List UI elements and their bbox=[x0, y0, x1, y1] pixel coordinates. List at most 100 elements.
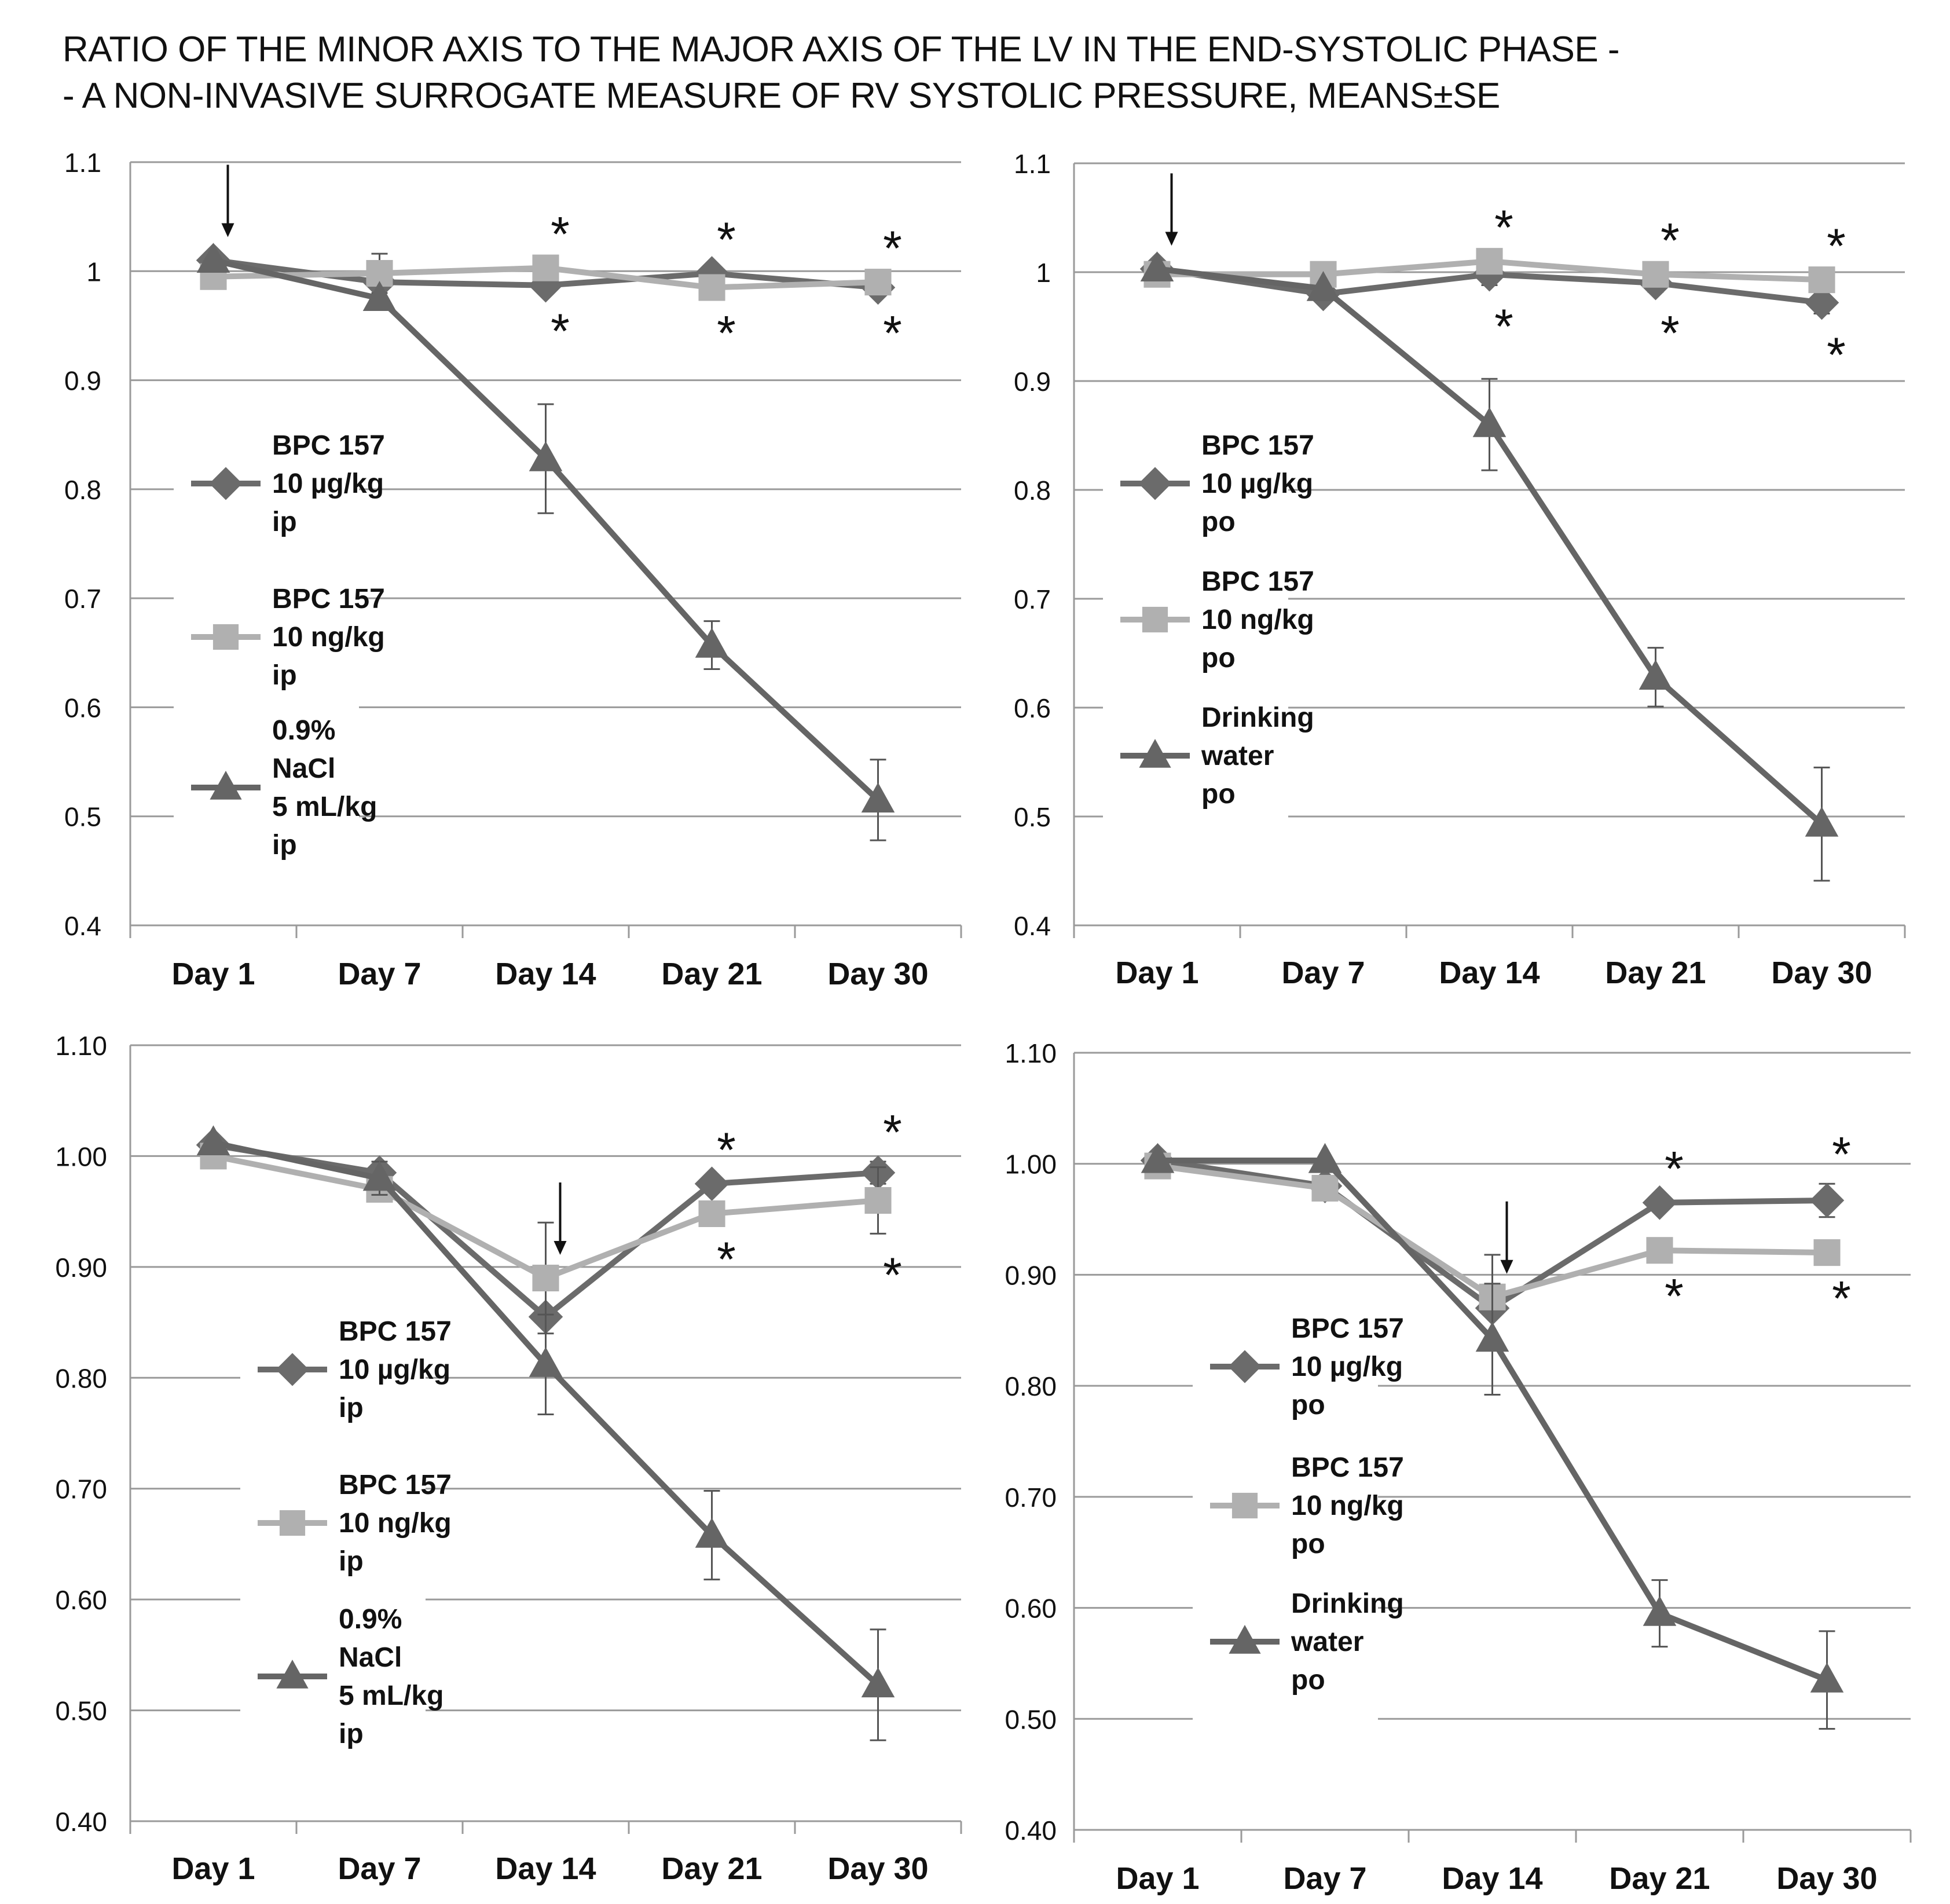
chart-title-line-2: - A NON-INVASIVE SURROGATE MEASURE OF RV… bbox=[63, 76, 1500, 116]
legend-marker bbox=[279, 1510, 306, 1536]
significance-star: * bbox=[1494, 200, 1513, 255]
significance-star: * bbox=[883, 306, 902, 360]
y-tick-label: 0.5 bbox=[64, 802, 101, 832]
data-point bbox=[362, 1160, 397, 1191]
chart-title: RATIO OF THE MINOR AXIS TO THE MAJOR AXI… bbox=[63, 27, 1915, 119]
series-triangle bbox=[196, 243, 895, 841]
y-tick-label: 1 bbox=[86, 257, 101, 287]
y-tick-label: 1.00 bbox=[55, 1141, 107, 1171]
y-tick-label: 0.8 bbox=[1014, 475, 1051, 506]
significance-star: * bbox=[1832, 1271, 1851, 1326]
data-point bbox=[864, 269, 892, 296]
y-tick-label: 0.60 bbox=[55, 1585, 107, 1615]
data-point bbox=[1308, 1143, 1342, 1173]
legend-label: 10 µg/kg bbox=[339, 1354, 450, 1385]
x-tick-label: Day 30 bbox=[1776, 1861, 1877, 1896]
significance-star: * bbox=[1832, 1127, 1851, 1181]
legend-marker bbox=[276, 1660, 309, 1689]
legend-marker bbox=[210, 771, 242, 800]
data-point bbox=[695, 1517, 729, 1548]
legend-backdrop bbox=[240, 1320, 426, 1452]
y-tick-label: 0.70 bbox=[1005, 1482, 1057, 1513]
legend-label: 5 mL/kg bbox=[339, 1680, 443, 1711]
data-point bbox=[1642, 261, 1669, 288]
legend-backdrop bbox=[1193, 1592, 1378, 1724]
data-point bbox=[196, 243, 230, 273]
x-tick-label: Day 30 bbox=[827, 1851, 928, 1886]
legend-label: NaCl bbox=[339, 1642, 402, 1673]
legend-label: BPC 157 bbox=[272, 584, 385, 614]
data-point bbox=[1475, 1321, 1509, 1352]
x-tick-label: Day 7 bbox=[338, 1851, 421, 1886]
data-point bbox=[1140, 251, 1174, 281]
x-tick-label: Day 7 bbox=[1281, 955, 1365, 990]
legend-label: po bbox=[1291, 1529, 1325, 1559]
data-point bbox=[1809, 1183, 1845, 1218]
legend-label: 10 µg/kg bbox=[1201, 468, 1313, 499]
data-point bbox=[196, 1125, 230, 1156]
x-tick-label: Day 14 bbox=[495, 1851, 596, 1886]
data-point bbox=[861, 1667, 895, 1698]
legend-label: water bbox=[1201, 741, 1274, 771]
y-tick-label: 1.10 bbox=[1005, 1038, 1057, 1068]
legend-label: BPC 157 bbox=[272, 430, 385, 461]
significance-star: * bbox=[1661, 306, 1680, 360]
y-tick-label: 1.1 bbox=[64, 148, 101, 178]
significance-star: * bbox=[1827, 327, 1846, 382]
x-tick-label: Day 30 bbox=[1771, 955, 1872, 990]
y-tick-label: 0.40 bbox=[1005, 1815, 1057, 1846]
series-light bbox=[200, 252, 892, 301]
x-tick-label: Day 14 bbox=[1442, 1861, 1542, 1896]
data-point bbox=[694, 1166, 730, 1202]
chart-panel-top-left: 0.4 0.5 0.6 0.7 0.8 0.9 1 1.1 Day 1 Day 7 Day 14 Da… bbox=[64, 148, 962, 991]
y-tick-label: 0.5 bbox=[1014, 802, 1051, 832]
y-tick-label: 0.50 bbox=[55, 1696, 107, 1726]
data-point bbox=[861, 782, 895, 813]
y-tick-label: 0.7 bbox=[64, 584, 101, 614]
data-point bbox=[1639, 660, 1673, 690]
y-tick-label: 0.9 bbox=[1014, 367, 1051, 397]
legend-label: po bbox=[1291, 1665, 1325, 1696]
chart-panel-bottom-right: 0.40 0.50 0.60 0.70 0.80 0.90 1.00 1.10 Day 1 Day… bbox=[1005, 1038, 1912, 1896]
y-tick-label: 0.90 bbox=[1005, 1260, 1057, 1290]
data-point bbox=[698, 274, 725, 301]
significance-star: * bbox=[883, 221, 902, 276]
series-triangle bbox=[1141, 1143, 1844, 1730]
legend-backdrop bbox=[1193, 1317, 1378, 1449]
legend-label: BPC 157 bbox=[1201, 566, 1314, 597]
x-tick-label: Day 1 bbox=[1115, 955, 1198, 990]
y-tick-label: 1.10 bbox=[55, 1031, 107, 1061]
legend-label: BPC 157 bbox=[1291, 1452, 1404, 1483]
y-tick-label: 1.00 bbox=[1005, 1149, 1057, 1180]
legend-label: BPC 157 bbox=[339, 1316, 452, 1347]
legend-label: Drinking bbox=[1201, 702, 1314, 733]
x-tick-label: Day 14 bbox=[1439, 955, 1540, 990]
legend-label: 0.9% bbox=[339, 1604, 402, 1635]
arrow-head bbox=[554, 1241, 567, 1255]
significance-star: * bbox=[1827, 219, 1846, 273]
x-tick-label: Day 21 bbox=[1605, 955, 1706, 990]
data-point bbox=[1476, 248, 1503, 275]
legend-backdrop bbox=[174, 434, 359, 566]
y-tick-label: 0.60 bbox=[1005, 1594, 1057, 1624]
x-tick-label: Day 1 bbox=[171, 957, 255, 991]
legend-marker bbox=[1139, 739, 1171, 768]
series-triangle bbox=[1140, 251, 1839, 882]
legend-backdrop bbox=[240, 1474, 426, 1606]
data-point bbox=[532, 254, 559, 281]
y-tick-label: 0.6 bbox=[1014, 693, 1051, 723]
legend-label: po bbox=[1201, 643, 1236, 673]
legend-backdrop bbox=[240, 1627, 426, 1797]
data-point bbox=[864, 1187, 892, 1214]
legend-label: NaCl bbox=[272, 753, 335, 784]
y-tick-label: 0.40 bbox=[55, 1807, 107, 1837]
legend-label: po bbox=[1201, 507, 1236, 537]
significance-star: * bbox=[1665, 1141, 1684, 1196]
data-point bbox=[1813, 1239, 1841, 1266]
significance-star: * bbox=[1665, 1269, 1684, 1323]
data-point bbox=[1311, 1174, 1339, 1202]
legend-marker bbox=[1228, 1350, 1262, 1383]
chart-panel-top-right: 0.4 0.5 0.6 0.7 0.8 0.9 1 1.1 Day 1 Day 7 Day 14 Da… bbox=[1014, 149, 1906, 990]
legend-label: BPC 157 bbox=[1291, 1313, 1404, 1344]
legend-label: ip bbox=[272, 830, 297, 861]
